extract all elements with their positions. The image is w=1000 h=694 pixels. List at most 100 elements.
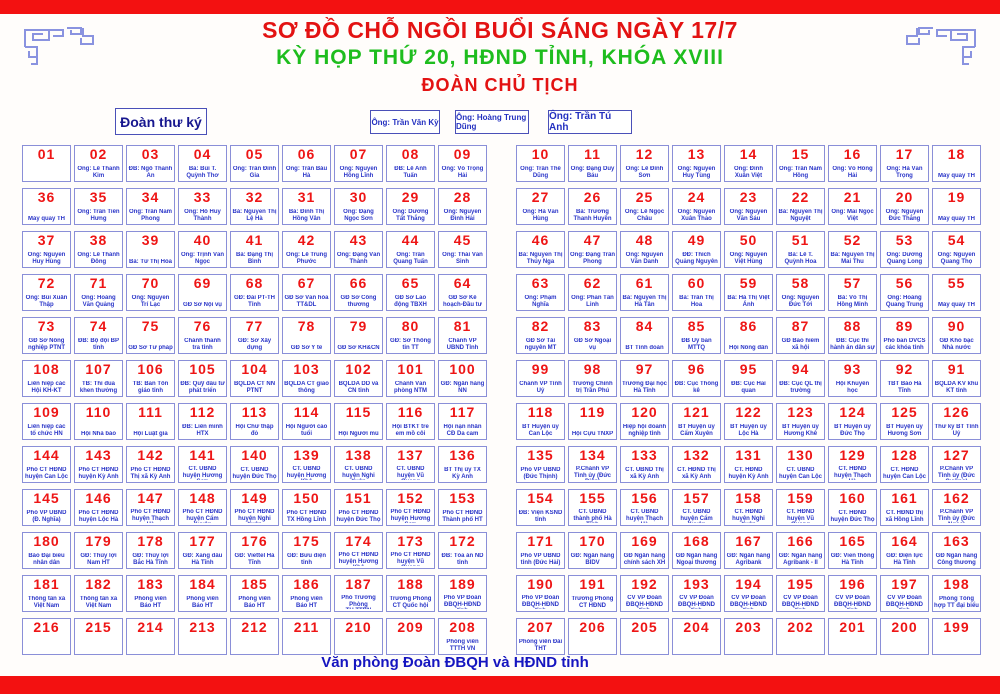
seat-cell: 133 CT. UBND Thị xã Kỳ Anh	[620, 446, 669, 483]
seat-label: CT. UBND huyện Hương Sơn	[182, 466, 223, 480]
seat-number: 183	[137, 576, 164, 592]
seat-label: Phòng Tổng hợp TT đại biểu	[934, 596, 979, 609]
seat-cell: 26 Bà: Trương Thanh Huyền	[568, 188, 617, 225]
seat-label: Ông: Lê Thanh Kim	[77, 166, 120, 179]
seat-label: Phó VP UBND (Đức Thịnh)	[520, 467, 561, 480]
seat-label: Ông: Lê Trung Phước	[286, 252, 327, 265]
seat-number: 01	[37, 146, 56, 162]
seat-label: ĐB: Ngô Thanh An	[128, 166, 173, 179]
seat-number: 136	[449, 447, 476, 463]
seat-label: Bà: Đinh Thị Hồng Vân	[288, 209, 325, 222]
seat-cell: 20 Ông: Nguyễn Đức Thắng	[880, 188, 929, 225]
seat-cell: 38 Ông: Lê Thành Đông	[74, 231, 123, 268]
seat-label: Phó CT HĐND huyện Vũ Quang	[390, 552, 431, 566]
seat-number: 150	[293, 490, 320, 506]
seat-number: 168	[683, 533, 710, 549]
seat-number: 165	[839, 533, 866, 549]
seat-cell: 140 CT. UBND huyện Đức Thọ	[230, 446, 279, 483]
seat-label: Ông: Nguyễn Trí Lạc	[131, 295, 170, 308]
seat-number: 134	[579, 447, 606, 463]
seat-number: 76	[193, 318, 212, 334]
seat-cell: 90 GĐ Kho bạc Nhà nước	[932, 317, 981, 354]
seat-number: 03	[141, 146, 160, 162]
seat-label: Hội BTKT trẻ em mồ côi	[392, 424, 429, 437]
seat-cell: 170 GĐ: Ngân hàng BIDV	[568, 532, 617, 569]
seat-label: Bà: Đặng Thị Bình	[236, 252, 273, 265]
seat-label: TBT Báo Hà Tĩnh	[887, 381, 922, 394]
seat-cell: 107 TB: Thi đua khen thưởng	[74, 360, 123, 397]
seat-label: Máy quay TH	[27, 215, 65, 222]
seat-number: 179	[85, 533, 112, 549]
seat-number: 177	[189, 533, 216, 549]
seat-label: Thông tấn xã Việt Nam	[79, 596, 118, 609]
seat-cell: 153 Phó CT HĐND Thành phố HT	[438, 489, 487, 526]
seat-cell: 185 Phóng viên Báo HT	[230, 575, 279, 612]
seat-number: 195	[787, 576, 814, 592]
seat-cell: 127 P.Chánh VP Tỉnh ủy (Đức Cường)	[932, 446, 981, 483]
seat-cell: 184 Phóng viên Báo HT	[178, 575, 227, 612]
seat-label: Hội Luật gia	[133, 430, 168, 437]
seat-number: 130	[787, 447, 814, 463]
presidium-title: ĐOÀN CHỦ TỊCH	[421, 75, 579, 95]
seat-number: 74	[89, 318, 108, 334]
seat-number: 209	[397, 619, 424, 635]
seat-cell: 49 ĐĐ: Thích Quảng Nguyên	[672, 231, 721, 268]
seat-number: 05	[245, 146, 264, 162]
seat-label: Ông: Hoàng Văn Quảng	[81, 295, 116, 308]
seat-label: Ông: Hồ Huy Thành	[184, 209, 221, 222]
seat-label: Ông: Đinh Xuân Việt	[734, 166, 763, 179]
seat-cell: 57 Bà: Võ Thị Hồng Minh	[828, 274, 877, 311]
seat-cell: 149 Phó CT HĐND huyện Nghi Xuân	[230, 489, 279, 526]
seat-label: Bà: Bùi T. Quỳnh Thơ	[186, 166, 219, 179]
seat-label: GĐ Sở Lao động TBXH	[394, 295, 427, 308]
seat-label: CT. HĐND thị xã Hồng Lĩnh	[885, 510, 924, 523]
seat-cell: 193 CV VP Đoàn ĐBQH-HĐND tỉnh	[672, 575, 721, 612]
seat-number: 44	[401, 232, 420, 248]
seat-number: 216	[33, 619, 60, 635]
seat-number: 161	[891, 490, 918, 506]
seat-number: 163	[943, 533, 970, 549]
seat-cell: 66 GĐ Sở Công thương	[334, 274, 383, 311]
seat-cell: 22 Bà: Nguyễn Thị Nguyệt	[776, 188, 825, 225]
seat-cell: 21 Ông: Mai Ngọc Việt	[828, 188, 877, 225]
seat-label: Phó VP UBND (Đ. Nghĩa)	[26, 510, 67, 523]
seat-cell: 164 GĐ: Điện lực Hà Tĩnh	[880, 532, 929, 569]
seat-label: Ông: Nguyễn Đức Tới	[781, 295, 820, 308]
seat-number: 128	[891, 447, 918, 463]
seat-cell: 67 GĐ Sở Văn hóa TT&DL	[282, 274, 331, 311]
seat-label: Ông: Nguyễn Quang Thọ	[937, 252, 976, 265]
seat-cell: 215	[74, 618, 123, 655]
seat-number: 119	[579, 404, 606, 420]
seat-label: CT. UBND huyện Đức Thọ	[232, 467, 277, 480]
seat-number: 54	[947, 232, 966, 248]
seat-cell: 209	[386, 618, 435, 655]
seat-cell: 40 Ông: Trịnh Văn Ngọc	[178, 231, 227, 268]
seat-cell: 208 Phóng viên TTTH VN	[438, 618, 487, 655]
seat-number: 90	[947, 318, 966, 334]
seat-cell: 136 BT Thị ủy TX Kỳ Anh	[438, 446, 487, 483]
seat-number: 67	[297, 275, 316, 291]
seat-label: CT. UBND Thị xã Kỳ Anh	[625, 467, 664, 480]
seat-number: 143	[85, 447, 112, 463]
seat-cell: 03 ĐB: Ngô Thanh An	[126, 145, 175, 182]
seat-label: GĐ Ngân hàng chính sách XH	[623, 553, 666, 566]
seat-row: 109 Liên hiệp các tổ chức HN 110 Hội Nhà bá…	[22, 403, 981, 440]
seat-cell: 110 Hội Nhà báo	[74, 403, 123, 440]
seat-label: Ông: Dương Tất Thắng	[392, 209, 429, 222]
seat-cell: 159 CT. HĐND huyện Vũ Quang	[776, 489, 825, 526]
seat-cell: 47 Ông: Đặng Trần Phong	[568, 231, 617, 268]
seat-number: 178	[137, 533, 164, 549]
seat-label: Ông: Nguyễn Văn Sáu	[729, 209, 768, 222]
seat-number: 71	[89, 275, 108, 291]
seat-number: 144	[33, 447, 60, 463]
seat-cell: 130 CT. UBND huyện Can Lộc	[776, 446, 825, 483]
seat-number: 176	[241, 533, 268, 549]
seat-cell: 126 Thư ký BT Tỉnh Uỷ	[932, 403, 981, 440]
seat-cell: 134 P.Chánh VP Tỉnh ủy (Đức Diện)	[568, 446, 617, 483]
seat-number: 99	[531, 361, 550, 377]
seat-number: 77	[245, 318, 264, 334]
seat-label: Phóng viên Báo HT	[290, 596, 323, 609]
seat-number: 127	[943, 447, 970, 463]
seat-cell: 23 Ông: Nguyễn Văn Sáu	[724, 188, 773, 225]
seat-cell: 198 Phòng Tổng hợp TT đại biểu	[932, 575, 981, 612]
